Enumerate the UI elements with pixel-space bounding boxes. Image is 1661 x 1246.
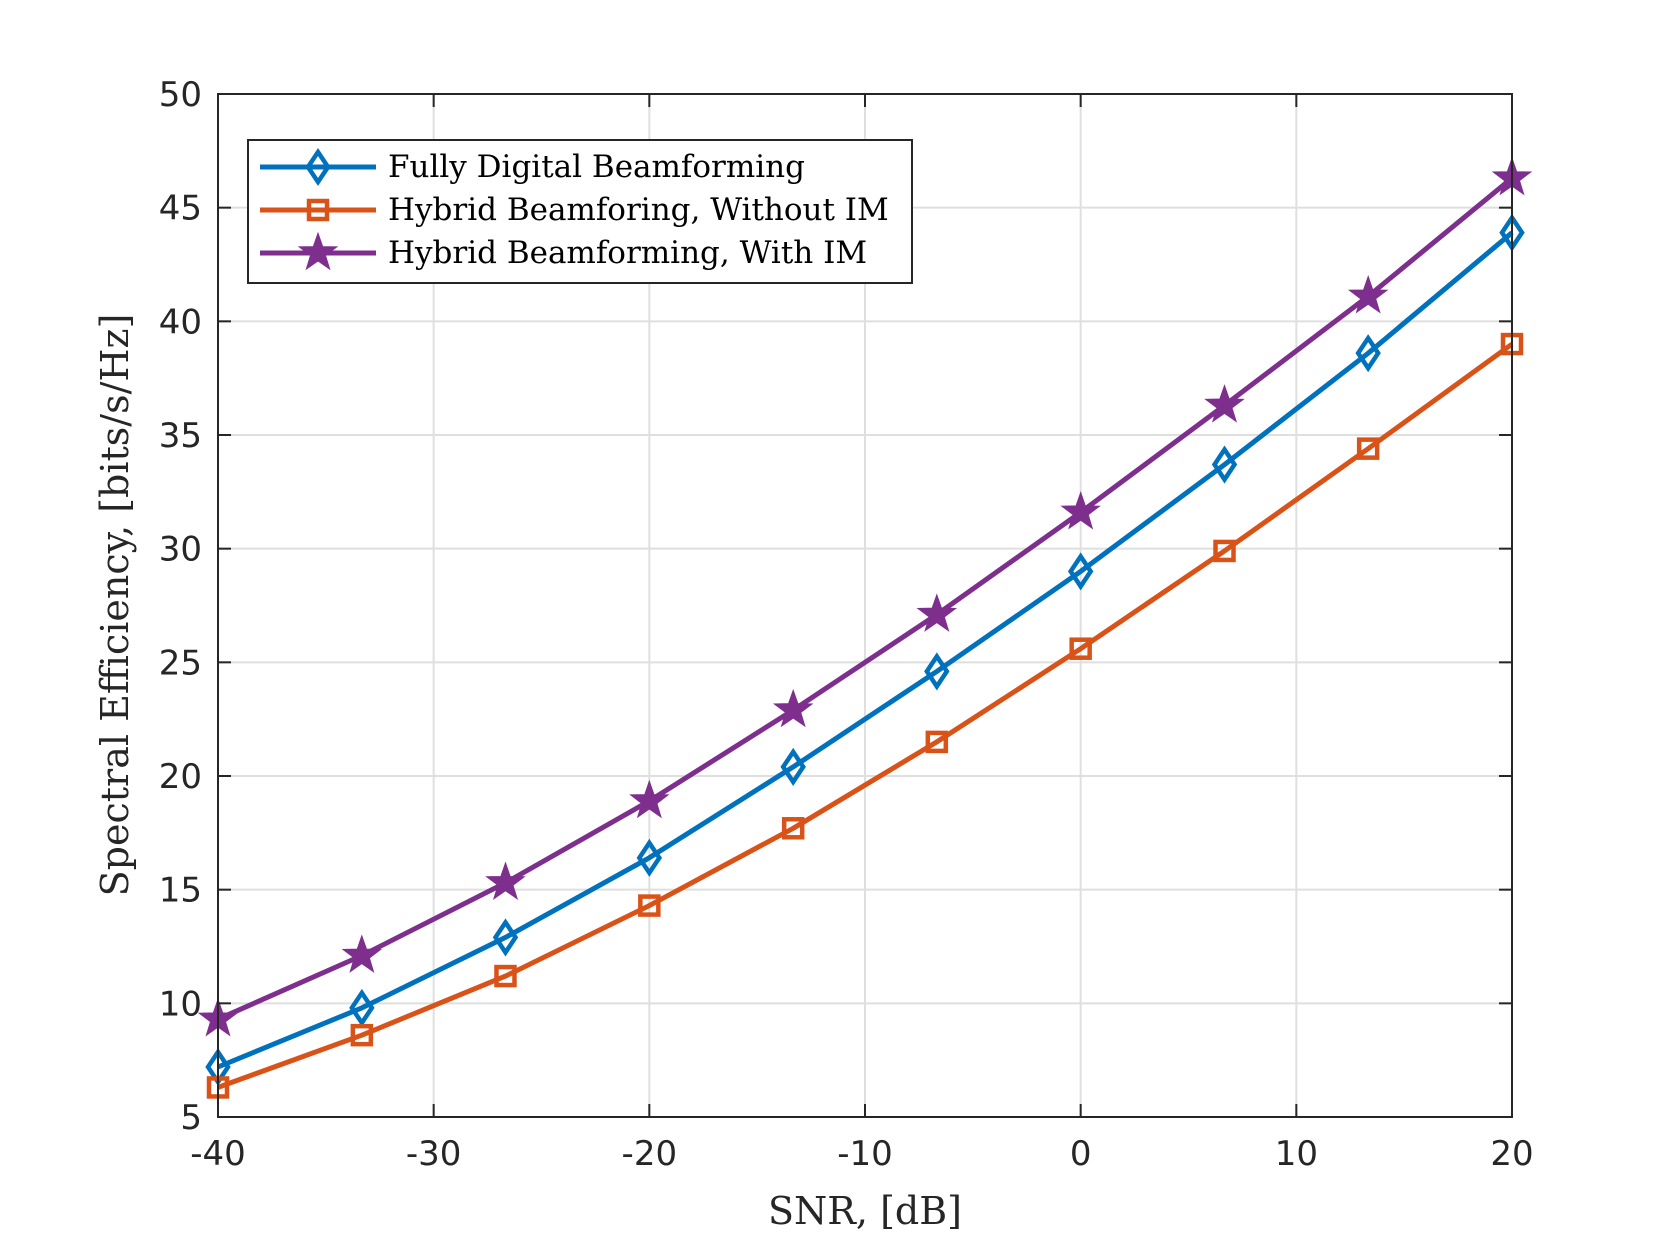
x-tick-label: 10 [1275, 1134, 1318, 1174]
x-tick-label: -30 [406, 1134, 462, 1174]
legend-entries: Fully Digital Beamforming Hybrid Beamfori… [260, 147, 889, 271]
data-point [772, 688, 814, 728]
y-axis-label: Spectral Efficiency, [bits/s/Hz] [93, 314, 137, 897]
y-tick-label: 30 [159, 530, 202, 570]
data-point [1347, 275, 1389, 314]
data-point [925, 730, 949, 754]
legend-marker [297, 231, 339, 271]
series-line [216, 176, 1514, 1022]
axis-ticks [217, 93, 1513, 1118]
y-tick-label: 10 [159, 984, 202, 1024]
y-tick-label: 40 [159, 302, 202, 342]
legend-marker [305, 147, 331, 187]
data-point [916, 593, 958, 632]
x-tick-label: 20 [1490, 1134, 1533, 1174]
data-point [1356, 437, 1380, 460]
y-tick-labels: 5 10 15 20 25 30 35 40 45 50 [159, 75, 202, 1138]
data-point [629, 779, 670, 819]
data-point [341, 934, 383, 973]
data-point [492, 918, 519, 957]
y-tick-label: 20 [159, 757, 202, 797]
data-point [1060, 491, 1101, 530]
x-tick-labels: -40 -30 -20 -10 0 10 20 [190, 1134, 1533, 1174]
x-tick-label: -20 [622, 1134, 678, 1174]
data-point [780, 747, 806, 786]
legend-label: Hybrid Beamforing, Without IM [388, 192, 889, 228]
data-point [781, 817, 805, 840]
series-2 [206, 332, 1524, 1099]
x-tick-label: 0 [1070, 1134, 1092, 1174]
series-line [217, 230, 1514, 1070]
data-point [924, 652, 950, 691]
data-point [494, 964, 517, 988]
y-tick-label: 5 [180, 1098, 202, 1138]
y-tick-label: 25 [159, 643, 202, 683]
data-point [638, 894, 661, 917]
series-layer [197, 156, 1533, 1099]
data-point [1067, 552, 1094, 591]
data-point [636, 838, 663, 877]
data-point [349, 988, 375, 1027]
legend-entry: Fully Digital Beamforming [260, 147, 805, 187]
y-tick-label: 50 [159, 75, 202, 115]
data-point [1211, 445, 1238, 484]
data-point [1355, 334, 1381, 373]
x-tick-label: -10 [837, 1134, 893, 1174]
y-tick-label: 15 [159, 871, 202, 911]
data-point [485, 861, 526, 901]
data-point [1213, 539, 1236, 563]
legend-label: Fully Digital Beamforming [388, 149, 805, 185]
y-tick-label: 45 [159, 189, 202, 229]
y-tick-label: 35 [159, 416, 202, 456]
data-point [350, 1023, 374, 1047]
x-axis-label: SNR, [dB] [768, 1189, 962, 1233]
legend-entry: Hybrid Beamforming, With IM [260, 231, 867, 271]
legend-marker [306, 198, 330, 222]
legend-label: Hybrid Beamforming, With IM [388, 235, 867, 271]
x-tick-label: -40 [190, 1134, 246, 1174]
data-point [1204, 384, 1245, 423]
data-point [1069, 637, 1092, 660]
legend: Fully Digital Beamforming Hybrid Beamfori… [247, 139, 913, 284]
series-line [217, 342, 1514, 1090]
series-1 [205, 213, 1525, 1087]
legend-entry: Hybrid Beamforing, Without IM [260, 192, 889, 228]
